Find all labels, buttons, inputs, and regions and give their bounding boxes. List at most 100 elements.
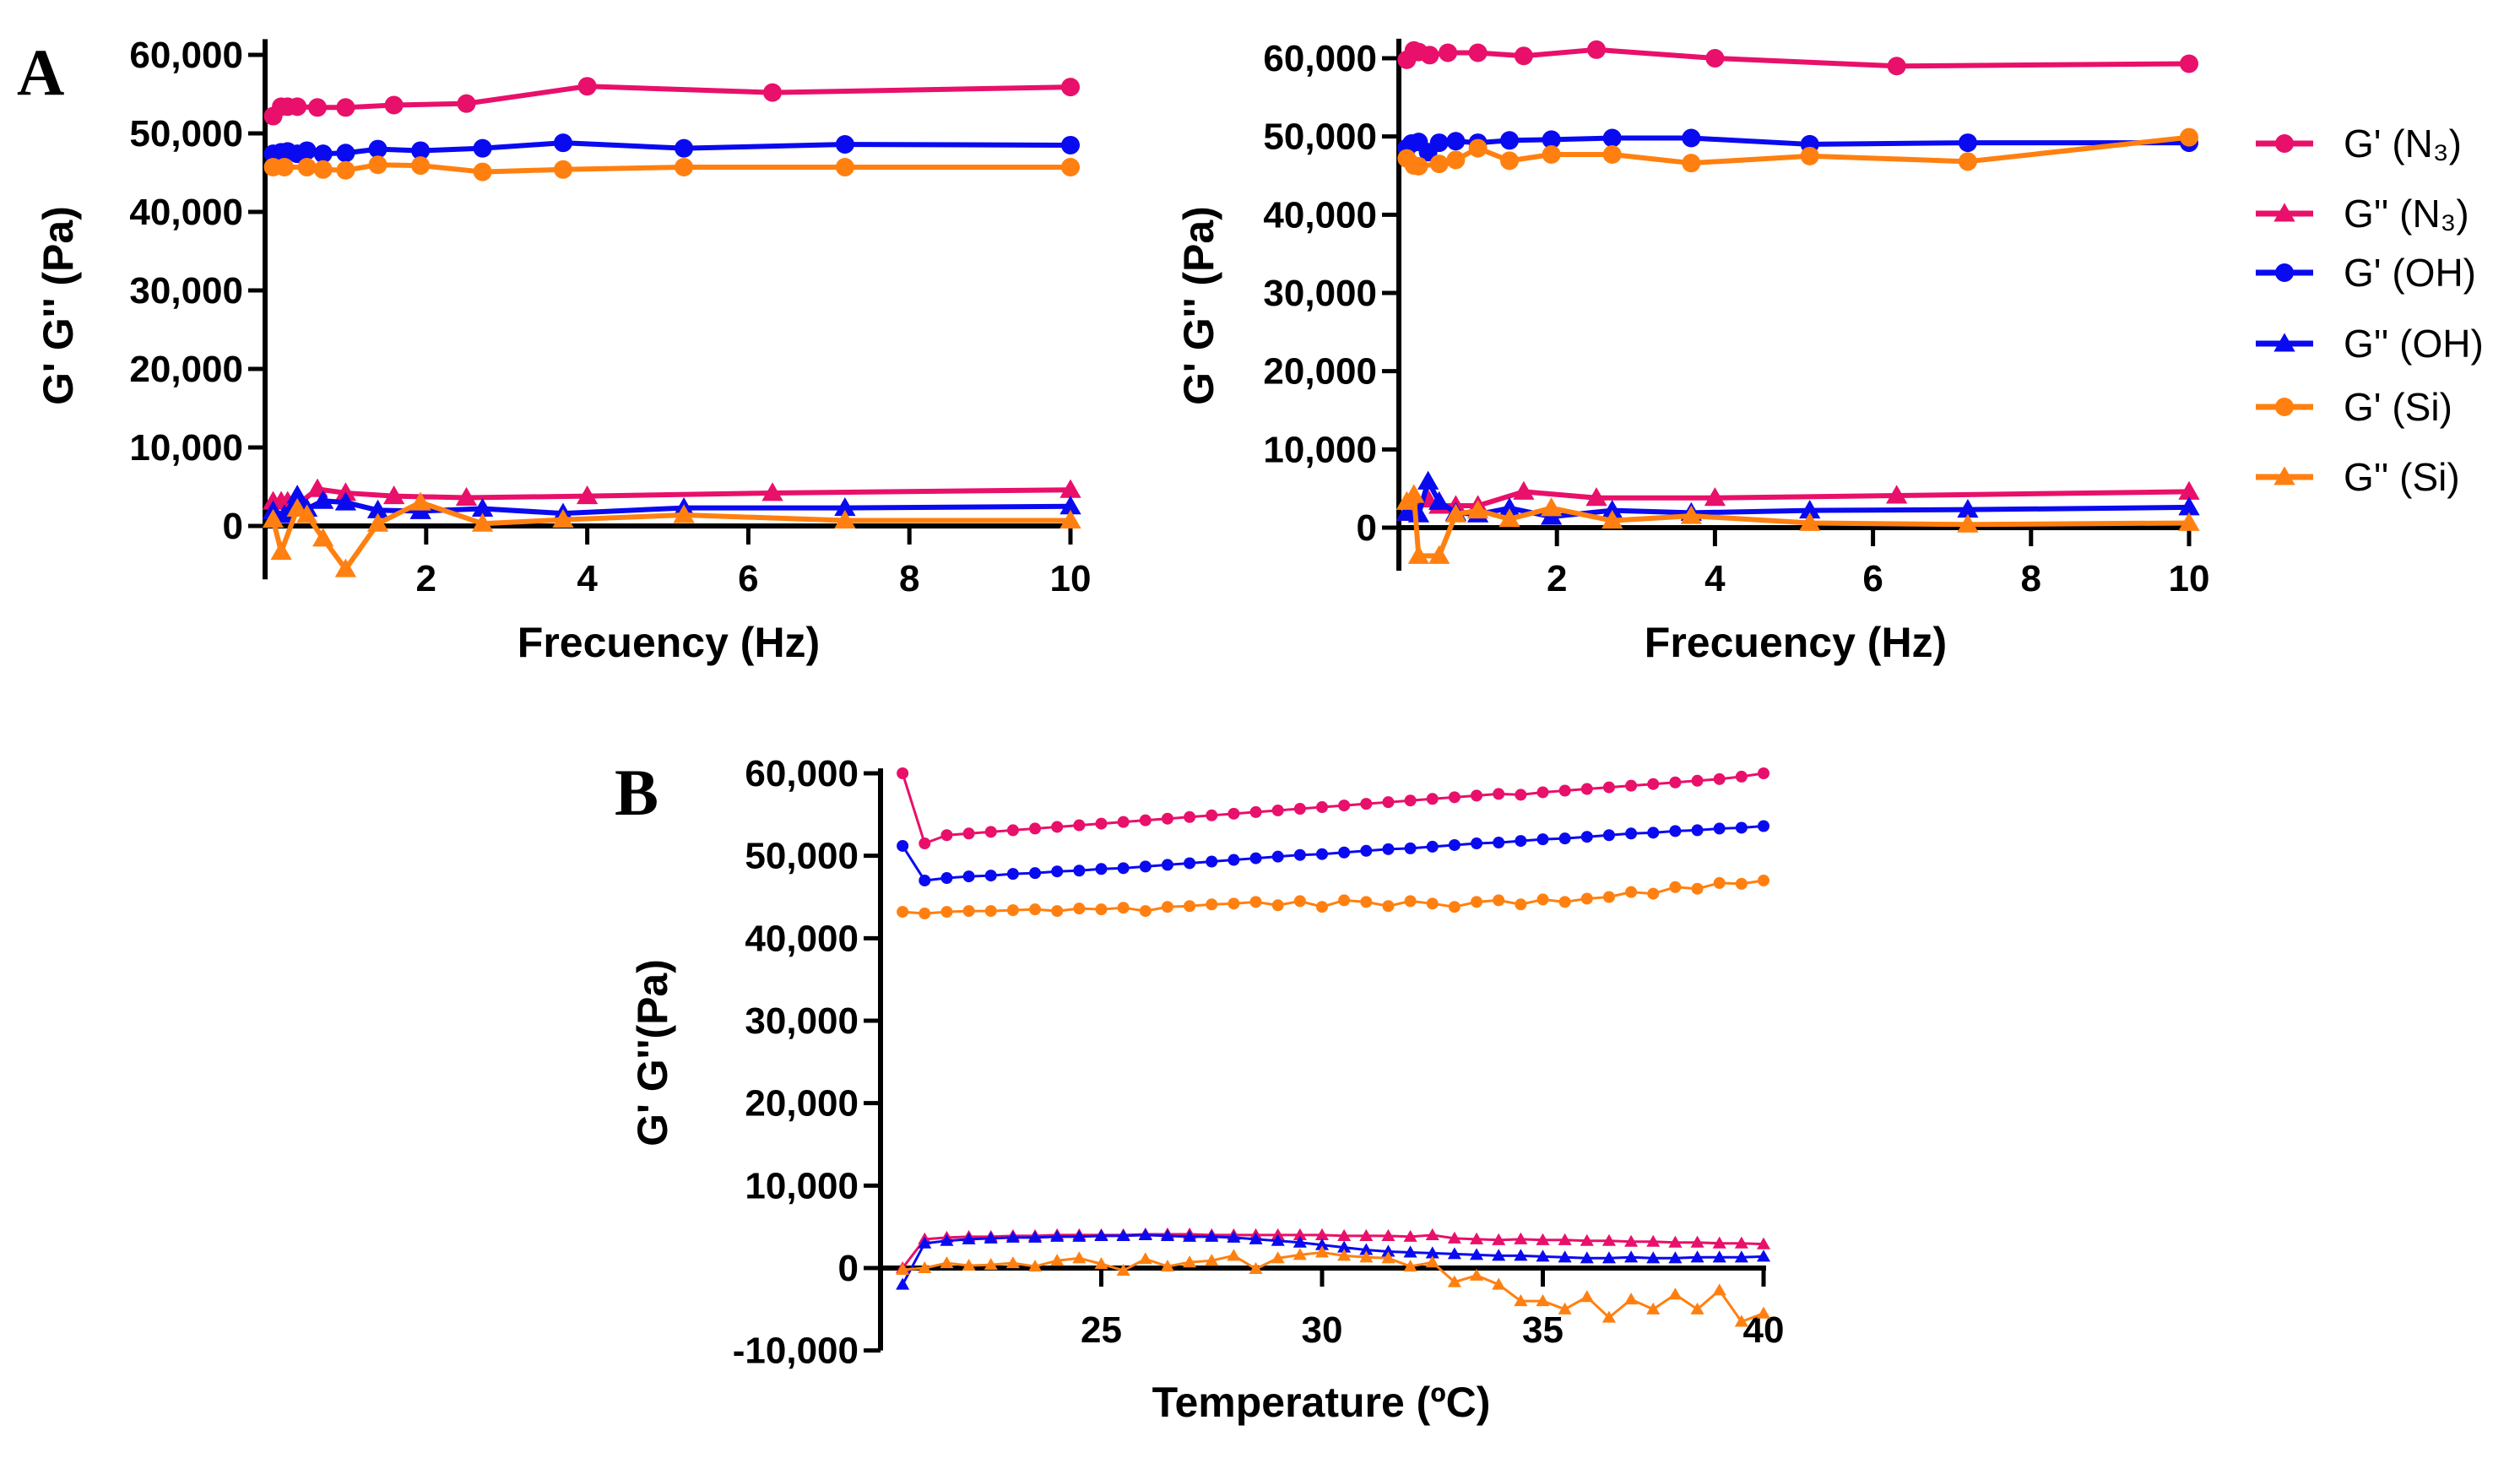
point-si_gp: [1184, 900, 1196, 913]
legend-item-si_gpp: G'' (Si): [2256, 455, 2460, 499]
legend-item-n3_gpp: G'' (N₃): [2256, 192, 2469, 236]
y-tick-label: 60,000: [129, 35, 243, 76]
point-n3_gpp: [1886, 485, 1908, 504]
point-si_gp: [473, 162, 492, 182]
series-oh_gp: [263, 133, 1080, 164]
point-si_gp: [1669, 881, 1682, 893]
point-oh_gpp: [1337, 1240, 1352, 1253]
point-n3_gpp: [1734, 1236, 1748, 1249]
point-n3_gp: [457, 94, 476, 113]
point-si_gp: [1682, 154, 1701, 173]
series-n3_gp: [263, 77, 1080, 126]
point-si_gpp: [940, 1256, 954, 1269]
point-n3_gp: [308, 98, 328, 117]
y-tick-label: 0: [223, 506, 243, 547]
point-si_gpp: [1580, 1290, 1594, 1303]
legend-label: G' (N₃): [2344, 122, 2462, 165]
point-oh_gpp: [1417, 470, 1439, 490]
legend-label: G'' (N₃): [2344, 192, 2469, 236]
point-n3_gp: [1139, 814, 1152, 827]
point-si_gp: [1625, 886, 1638, 898]
point-si_gp: [1227, 897, 1240, 910]
point-oh_gp: [1095, 863, 1108, 875]
legend-item-n3_gp: G' (N₃): [2256, 122, 2462, 165]
y-tick-label: 0: [838, 1248, 859, 1289]
point-si_gpp: [1799, 512, 1821, 531]
point-si_gpp: [366, 512, 389, 532]
line-si_gpp: [902, 1250, 1764, 1323]
point-si_gpp: [1138, 1252, 1152, 1265]
point-si_gpp: [1514, 1294, 1528, 1307]
point-si_gp: [1468, 138, 1488, 158]
point-si_gpp: [270, 541, 292, 561]
point-oh_gp: [1293, 848, 1306, 861]
legend-circle-icon: [2275, 398, 2294, 416]
point-oh_gpp: [1558, 1250, 1572, 1263]
point-oh_gp: [1051, 865, 1064, 878]
series-oh_gp: [897, 820, 1769, 886]
legend-item-oh_gpp: G'' (OH): [2256, 322, 2484, 366]
point-si_gp: [297, 157, 317, 176]
point-oh_gp: [1602, 829, 1615, 842]
point-n3_gp: [1515, 789, 1527, 801]
point-n3_gpp: [1624, 1234, 1639, 1247]
point-n3_gp: [2180, 54, 2198, 73]
point-oh_gp: [1184, 857, 1196, 870]
point-si_gpp: [1005, 1256, 1020, 1269]
point-oh_gp: [1271, 850, 1284, 863]
legend: G' (N₃) G'' (N₃) G' (OH) G'' (OH) G' (Si) G''…: [2256, 122, 2484, 499]
legend-label: G'' (OH): [2344, 322, 2484, 366]
x-tick-label: 10: [1050, 558, 1092, 599]
point-n3_gp: [1161, 812, 1173, 825]
point-si_gpp: [1160, 1259, 1174, 1272]
point-oh_gp: [1536, 833, 1549, 846]
point-n3_gpp: [1492, 1233, 1506, 1245]
point-si_gpp: [1028, 1259, 1043, 1272]
point-oh_gpp: [1514, 1249, 1528, 1261]
point-si_gp: [1006, 904, 1019, 917]
point-n3_gpp: [1293, 1228, 1307, 1240]
point-si_gpp: [1059, 509, 1081, 528]
point-oh_gpp: [1425, 1246, 1439, 1259]
point-si_gp: [835, 157, 854, 176]
panel-label-a: A: [17, 35, 64, 109]
point-n3_gp: [1647, 778, 1660, 790]
point-oh_gpp: [834, 496, 856, 517]
legend-circle-icon: [2275, 263, 2294, 282]
point-si_gpp: [1205, 1254, 1219, 1266]
point-si_gp: [1316, 901, 1328, 913]
y-tick-label: 40,000: [745, 918, 859, 959]
point-n3_gp: [1360, 798, 1373, 810]
point-oh_gpp: [1005, 1230, 1020, 1243]
point-oh_gp: [1161, 859, 1173, 871]
point-n3_gp: [962, 827, 975, 840]
point-oh_gp: [1139, 860, 1152, 873]
point-oh_gp: [1316, 848, 1328, 860]
point-oh_gp: [675, 138, 694, 158]
point-oh_gpp: [940, 1233, 954, 1246]
point-si_gpp: [1072, 1251, 1087, 1264]
y-tick-label: 60,000: [745, 753, 859, 794]
point-si_gp: [1139, 905, 1152, 918]
point-oh_gpp: [1690, 1250, 1704, 1263]
point-si_gpp: [1498, 508, 1520, 528]
point-si_gpp: [1407, 545, 1430, 564]
point-oh_gp: [1713, 822, 1726, 835]
x-tick-label: 6: [1862, 558, 1883, 599]
point-oh_gpp: [1271, 1233, 1285, 1246]
point-oh_gpp: [334, 491, 357, 511]
point-n3_gpp: [1585, 487, 1607, 507]
point-n3_gp: [1338, 799, 1351, 812]
point-si_gp: [1471, 896, 1483, 908]
point-si_gp: [940, 906, 953, 919]
point-si_gpp: [1403, 484, 1425, 503]
point-oh_gp: [1446, 132, 1466, 151]
point-si_gp: [336, 160, 355, 180]
point-si_gp: [1602, 891, 1615, 903]
point-oh_gpp: [1624, 1250, 1639, 1263]
point-si_gp: [1800, 146, 1819, 165]
point-oh_gp: [1735, 821, 1748, 834]
point-si_gpp: [1466, 499, 1489, 519]
point-si_gpp: [1734, 1314, 1748, 1327]
